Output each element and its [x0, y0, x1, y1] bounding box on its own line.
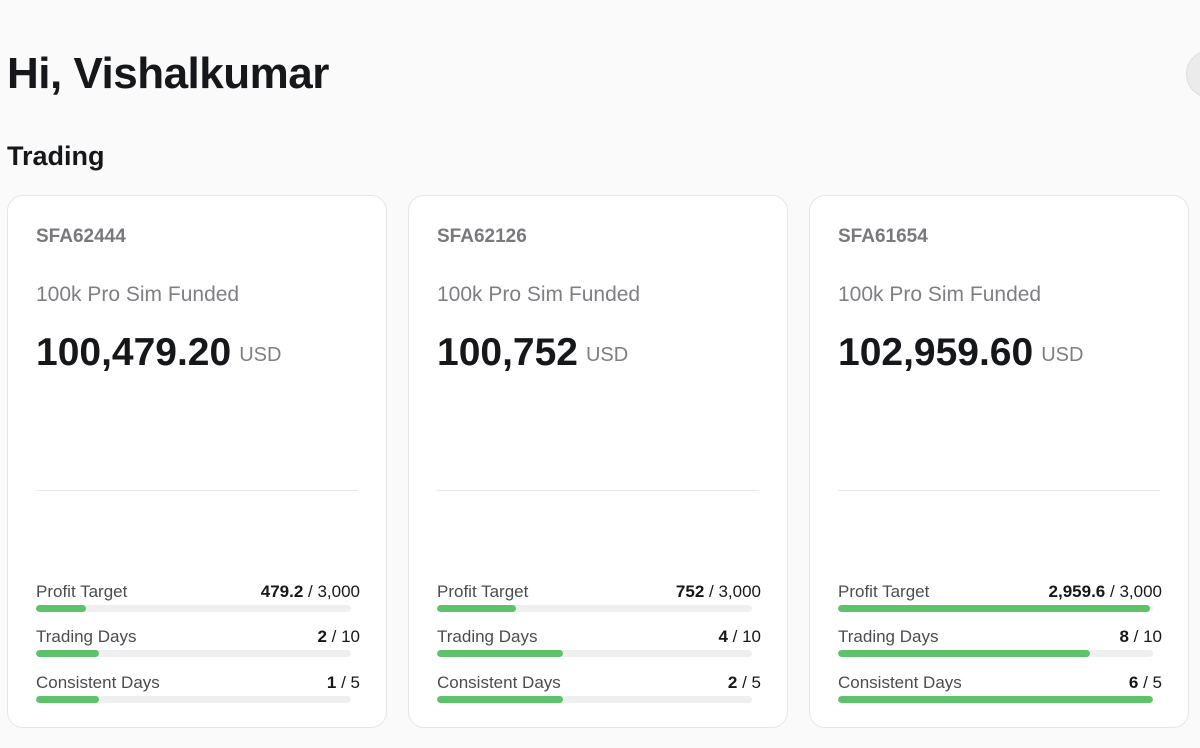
balance-currency: USD — [239, 343, 282, 366]
page-title: Hi, Vishalkumar — [7, 49, 329, 98]
progress-fill — [36, 605, 87, 612]
progress-track — [437, 696, 752, 703]
balance-currency: USD — [585, 343, 629, 366]
progress-fill — [437, 605, 516, 612]
metric-label: Profit Target — [838, 582, 930, 601]
metric-target: 10 — [742, 627, 761, 646]
metric-value: 8 / 10 — [1119, 627, 1162, 646]
progress-fill — [838, 605, 1150, 612]
account-id: SFA61654 — [838, 226, 928, 247]
metric-label: Consistent Days — [437, 673, 561, 692]
metric-value: 752 / 3,000 — [675, 582, 761, 601]
progress-track — [838, 605, 1153, 612]
progress-fill — [36, 650, 99, 657]
metric-target: 10 — [1143, 627, 1162, 646]
metric-target: 5 — [751, 673, 761, 692]
metric-current: 752 — [675, 582, 705, 601]
metric-value: 479.2 / 3,000 — [260, 582, 360, 601]
metric-trading-days: Trading Days 4 / 10 — [437, 626, 761, 666]
account-balance: 100,479.20 USD — [36, 329, 281, 379]
metric-value: 2,959.6 / 3,000 — [1048, 582, 1162, 601]
metric-target: 5 — [1152, 673, 1162, 692]
metric-consistent-days: Consistent Days 1 / 5 — [36, 672, 360, 712]
metric-current: 4 — [718, 627, 728, 646]
metric-value: 4 / 10 — [718, 627, 761, 646]
account-id: SFA62444 — [36, 226, 126, 247]
progress-fill — [838, 696, 1153, 703]
balance-value: 102,959.60 — [838, 331, 1034, 374]
metric-label: Consistent Days — [838, 673, 962, 692]
account-card[interactable]: SFA61654 100k Pro Sim Funded 102,959.60 U… — [809, 195, 1189, 728]
metric-trading-days: Trading Days 2 / 10 — [36, 626, 360, 666]
progress-fill — [838, 650, 1090, 657]
progress-track — [437, 605, 752, 612]
progress-fill — [437, 696, 563, 703]
section-title-trading: Trading — [7, 141, 105, 171]
account-plan: 100k Pro Sim Funded — [437, 283, 641, 306]
card-divider — [838, 490, 1160, 491]
account-balance: 100,752 USD — [437, 329, 628, 379]
balance-currency: USD — [1041, 343, 1084, 366]
account-card[interactable]: SFA62444 100k Pro Sim Funded 100,479.20 U… — [7, 195, 387, 728]
progress-track — [36, 650, 351, 657]
metric-label: Trading Days — [36, 627, 137, 646]
card-divider — [36, 490, 358, 491]
metric-trading-days: Trading Days 8 / 10 — [838, 626, 1162, 666]
metric-label: Trading Days — [437, 627, 538, 646]
metric-target: 5 — [350, 673, 360, 692]
metric-label: Trading Days — [838, 627, 939, 646]
metric-value: 6 / 5 — [1128, 673, 1162, 692]
progress-fill — [36, 696, 99, 703]
progress-track — [838, 650, 1153, 657]
account-id: SFA62126 — [437, 226, 527, 247]
progress-track — [437, 650, 752, 657]
account-plan: 100k Pro Sim Funded — [36, 283, 240, 306]
metric-profit-target: Profit Target 752 / 3,000 — [437, 581, 761, 621]
metric-profit-target: Profit Target 479.2 / 3,000 — [36, 581, 360, 621]
progress-track — [838, 696, 1153, 703]
card-divider — [437, 490, 759, 491]
account-card[interactable]: SFA62126 100k Pro Sim Funded 100,752 USD … — [408, 195, 788, 728]
progress-fill — [437, 650, 563, 657]
metric-current: 2 — [317, 627, 327, 646]
metric-current: 6 — [1128, 673, 1139, 692]
metric-label: Profit Target — [36, 582, 128, 601]
metric-consistent-days: Consistent Days 2 / 5 — [437, 672, 761, 712]
profile-button[interactable] — [1186, 50, 1200, 98]
metric-consistent-days: Consistent Days 6 / 5 — [838, 672, 1162, 712]
metric-label: Consistent Days — [36, 673, 160, 692]
metric-label: Profit Target — [437, 582, 529, 601]
balance-value: 100,752 — [437, 331, 578, 374]
metric-target: 3,000 — [317, 582, 360, 601]
metric-current: 8 — [1119, 627, 1129, 646]
metric-target: 3,000 — [718, 582, 761, 601]
account-plan: 100k Pro Sim Funded — [838, 283, 1042, 306]
metric-profit-target: Profit Target 2,959.6 / 3,000 — [838, 581, 1162, 621]
metric-current: 2,959.6 — [1048, 582, 1106, 601]
metric-current: 1 — [326, 673, 337, 692]
metric-current: 2 — [727, 673, 738, 692]
balance-value: 100,479.20 — [36, 331, 232, 374]
metric-target: 3,000 — [1119, 582, 1162, 601]
metric-value: 1 / 5 — [326, 673, 360, 692]
account-balance: 102,959.60 USD — [838, 329, 1083, 379]
metric-value: 2 / 5 — [727, 673, 761, 692]
metric-value: 2 / 10 — [317, 627, 360, 646]
progress-track — [36, 696, 351, 703]
progress-track — [36, 605, 351, 612]
metric-current: 479.2 — [260, 582, 304, 601]
metric-target: 10 — [341, 627, 360, 646]
